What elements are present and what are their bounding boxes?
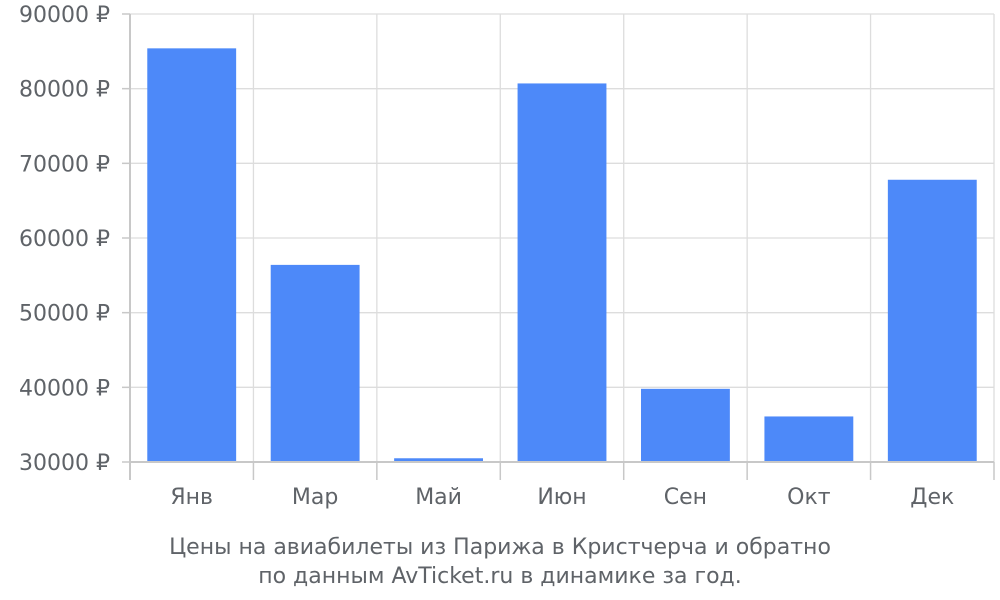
bar-chart: 30000 ₽ 40000 ₽ 50000 ₽ 60000 ₽ 70000 ₽ 80000… [19, 3, 995, 510]
x-tick-label: Янв [170, 485, 213, 510]
x-tick-label: Мар [292, 485, 338, 510]
x-axis-labels: Янв Мар Май Июн Сен Окт Дек [170, 485, 954, 510]
y-axis-ticks: 30000 ₽ 40000 ₽ 50000 ₽ 60000 ₽ 70000 ₽ 80000… [19, 3, 130, 476]
x-tick-label: Окт [787, 485, 831, 510]
bar-4 [517, 83, 607, 462]
chart-caption-line-1: Цены на авиабилеты из Парижа в Кристчерч… [169, 535, 831, 560]
chart-caption-line-2: по данным AvTicket.ru в динамике за год. [258, 564, 742, 589]
bar-5 [640, 388, 730, 462]
bars [147, 48, 977, 462]
bar-7 [887, 179, 977, 462]
bar-2 [270, 264, 360, 462]
x-tick-label: Дек [910, 485, 954, 510]
x-tick-label: Июн [537, 485, 586, 510]
bar-6 [764, 416, 854, 462]
y-tick-label: 50000 ₽ [19, 302, 110, 327]
y-tick-label: 30000 ₽ [19, 451, 110, 476]
y-tick-label: 40000 ₽ [19, 376, 110, 401]
bar-3 [394, 458, 484, 462]
y-tick-label: 60000 ₽ [19, 227, 110, 252]
x-tick-label: Май [415, 485, 462, 510]
bar-1 [147, 48, 237, 462]
x-tick-label: Сен [664, 485, 707, 510]
y-tick-label: 90000 ₽ [19, 3, 110, 28]
y-tick-label: 70000 ₽ [19, 152, 110, 177]
y-tick-label: 80000 ₽ [19, 78, 110, 103]
axes [129, 14, 995, 480]
